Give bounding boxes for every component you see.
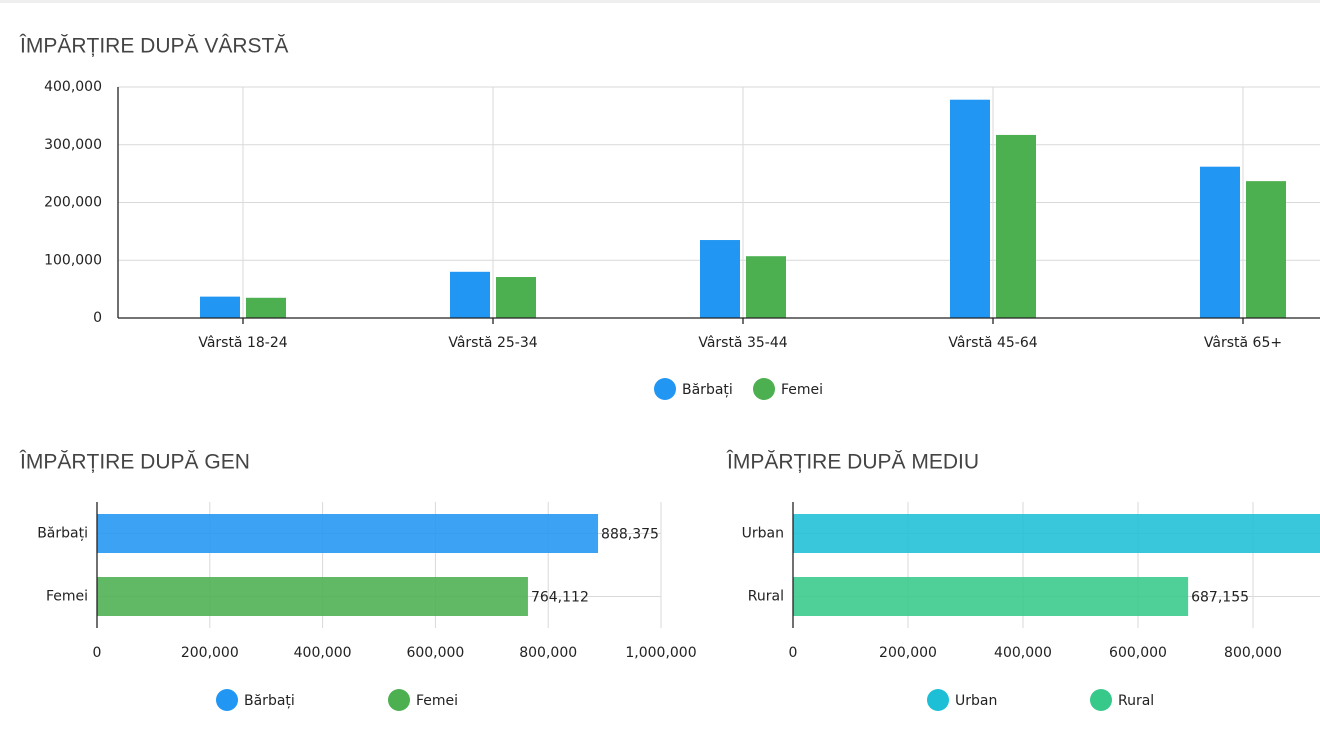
x-tick-label: 0 bbox=[789, 645, 798, 661]
bar bbox=[450, 271, 490, 318]
value-label: 764,112 bbox=[531, 590, 589, 606]
bar bbox=[200, 296, 240, 318]
x-tick-label: Vârstă 18-24 bbox=[198, 335, 287, 351]
legend-marker bbox=[654, 378, 676, 400]
bar bbox=[950, 99, 990, 318]
legend-marker bbox=[927, 689, 949, 711]
legend-label: Rural bbox=[1118, 693, 1154, 709]
x-tick-label: Vârstă 65+ bbox=[1204, 335, 1282, 351]
x-tick-label: 1,000,000 bbox=[625, 645, 696, 661]
x-tick-label: 200,000 bbox=[879, 645, 937, 661]
bar bbox=[246, 297, 286, 318]
y-tick-label: 300,000 bbox=[44, 137, 102, 153]
x-tick-label: 800,000 bbox=[1224, 645, 1282, 661]
bar bbox=[1200, 166, 1240, 318]
y-tick-label: Bărbați bbox=[37, 526, 88, 542]
legend-label: Femei bbox=[781, 382, 823, 398]
top-shadow bbox=[0, 0, 1320, 3]
y-tick-label: Urban bbox=[742, 526, 784, 542]
bar bbox=[97, 577, 528, 616]
chart-title: ÎMPĂRȚIRE DUPĂ VÂRSTĂ bbox=[19, 35, 288, 58]
y-tick-label: 0 bbox=[93, 310, 102, 326]
x-tick-label: 800,000 bbox=[519, 645, 577, 661]
legend-label: Bărbați bbox=[244, 693, 295, 709]
bar bbox=[97, 514, 599, 553]
legend-label: Bărbați bbox=[682, 382, 733, 398]
legend-marker bbox=[753, 378, 775, 400]
bar bbox=[700, 240, 740, 318]
bar bbox=[1246, 181, 1286, 318]
x-tick-label: 0 bbox=[93, 645, 102, 661]
chart-title: ÎMPĂRȚIRE DUPĂ GEN bbox=[19, 451, 250, 474]
x-tick-label: 400,000 bbox=[994, 645, 1052, 661]
legend-marker bbox=[1090, 689, 1112, 711]
x-tick-label: 400,000 bbox=[294, 645, 352, 661]
y-tick-label: 400,000 bbox=[44, 79, 102, 95]
y-tick-label: 200,000 bbox=[44, 195, 102, 211]
legend-marker bbox=[216, 689, 238, 711]
bar bbox=[996, 134, 1036, 318]
bar bbox=[746, 256, 786, 318]
value-label: 888,375 bbox=[601, 527, 659, 543]
chart-title: ÎMPĂRȚIRE DUPĂ MEDIU bbox=[726, 451, 979, 474]
x-tick-label: Vârstă 35-44 bbox=[698, 335, 787, 351]
bar bbox=[793, 514, 1320, 553]
x-tick-label: 600,000 bbox=[1109, 645, 1167, 661]
bar bbox=[793, 577, 1189, 616]
bar bbox=[496, 276, 536, 318]
value-label: 687,155 bbox=[1191, 590, 1249, 606]
x-tick-label: 600,000 bbox=[406, 645, 464, 661]
y-tick-label: Femei bbox=[46, 589, 88, 605]
x-tick-label: Vârstă 25-34 bbox=[448, 335, 537, 351]
y-tick-label: Rural bbox=[748, 589, 784, 605]
legend-label: Femei bbox=[416, 693, 458, 709]
legend-label: Urban bbox=[955, 693, 997, 709]
legend-marker bbox=[388, 689, 410, 711]
y-tick-label: 100,000 bbox=[44, 252, 102, 268]
x-tick-label: 200,000 bbox=[181, 645, 239, 661]
x-tick-label: Vârstă 45-64 bbox=[948, 335, 1037, 351]
